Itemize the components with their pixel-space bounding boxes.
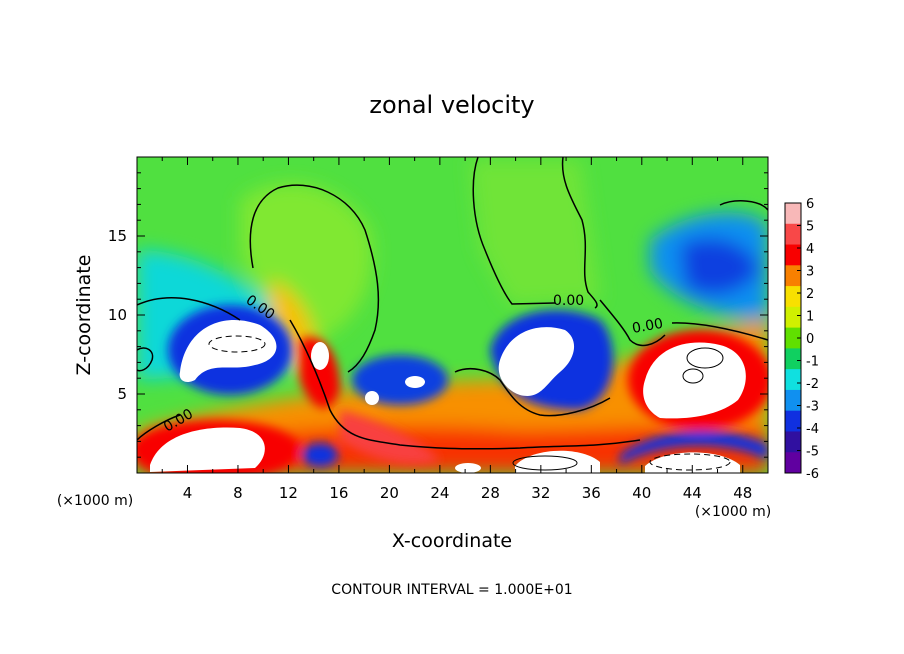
contour-lines (137, 157, 768, 471)
colorbar-swatch (785, 410, 801, 432)
colorbar-swatch (785, 306, 801, 329)
colorbar-swatch (785, 431, 801, 453)
x-tick-label: 4 (183, 484, 193, 502)
colorbar-tick-label: 6 (806, 197, 814, 212)
colorbar-swatch (785, 265, 801, 287)
colorbar-tick-label: -6 (806, 467, 819, 482)
colorbar-tick-label: 2 (806, 287, 814, 302)
colorbar-swatch (785, 203, 801, 225)
colorbar-tick-label: -2 (806, 377, 819, 392)
x-tick-label: 16 (329, 484, 348, 502)
colorbar-tick-label: 1 (806, 310, 814, 325)
x-tick-label: 12 (279, 484, 298, 502)
colorbar-tick-label: -4 (806, 422, 819, 437)
x-axis: 4 8 12 16 20 24 28 32 36 40 44 48 (161, 157, 769, 502)
y-tick-label: 5 (117, 385, 127, 403)
colorbar-tick-label: -5 (806, 445, 819, 460)
x-tick-label: 20 (380, 484, 399, 502)
colorbar-tick-label: 5 (806, 220, 814, 235)
colorbar-tick-label: 0 (806, 332, 814, 347)
colorbar-swatch (785, 223, 801, 246)
heatmap-field (137, 157, 768, 473)
x-unit-label-left: (×1000 m) (57, 493, 133, 509)
colorbar-tick-label: -1 (806, 355, 819, 370)
x-axis-label: X-coordinate (392, 530, 512, 552)
colorbar-swatch (785, 327, 801, 349)
colorbar-tick-label: 3 (806, 265, 814, 280)
contour-interval-note: CONTOUR INTERVAL = 1.000E+01 (331, 582, 572, 598)
colorbar-swatch (785, 286, 801, 308)
contour-label: 0.00 (631, 316, 664, 337)
x-unit-label-right: (×1000 m) (695, 504, 771, 520)
x-tick-label: 48 (733, 484, 752, 502)
x-tick-label: 32 (531, 484, 550, 502)
chart-title: zonal velocity (369, 91, 534, 119)
colorbar-tick-label: -3 (806, 400, 819, 415)
y-axis-label: Z-coordinate (73, 255, 95, 376)
x-tick-label: 36 (582, 484, 601, 502)
colorbar-tick-label: 4 (806, 242, 814, 257)
y-tick-label: 10 (108, 306, 127, 324)
y-tick-label: 15 (108, 227, 127, 245)
colorbar-swatch (785, 244, 801, 266)
x-tick-label: 24 (430, 484, 449, 502)
contour-label: 0.00 (553, 293, 584, 309)
y-axis: 5 10 15 (108, 156, 768, 458)
colorbar-swatch (785, 389, 801, 412)
x-tick-label: 28 (481, 484, 500, 502)
colorbar-swatch (785, 369, 801, 391)
colorbar-swatch (785, 348, 801, 370)
x-tick-label: 44 (683, 484, 702, 502)
x-tick-label: 8 (233, 484, 243, 502)
colorbar: 6 5 4 3 2 1 0 -1 -2 -3 -4 -5 -6 (784, 197, 819, 482)
colorbar-swatch (785, 452, 801, 474)
x-tick-label: 40 (632, 484, 651, 502)
saturated-cores (150, 320, 746, 473)
